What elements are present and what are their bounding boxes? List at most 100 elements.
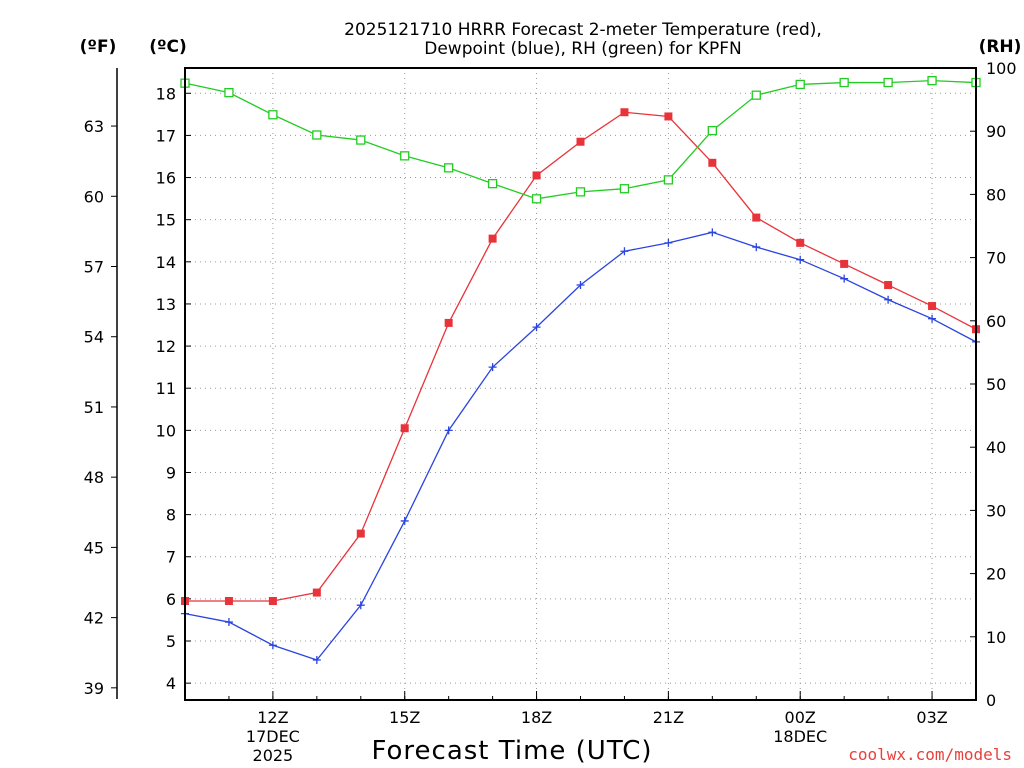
celsius-tick-label: 15 — [156, 211, 176, 230]
x-axis-label: Forecast Time (UTC) — [371, 736, 652, 766]
rh-point — [751, 90, 761, 100]
rh-tick-label: 0 — [986, 691, 996, 710]
celsius-unit-label: (ºC) — [149, 37, 187, 57]
celsius-tick-label: 14 — [156, 253, 176, 272]
rh-tick-label: 20 — [986, 565, 1006, 584]
celsius-tick-label: 10 — [156, 421, 176, 440]
fahrenheit-unit-label: (ºF) — [80, 37, 117, 57]
temperature-point — [796, 238, 805, 247]
dewpoint-point — [444, 426, 453, 435]
temperature-point — [356, 529, 365, 538]
dewpoint-point — [532, 323, 541, 332]
celsius-tick-label: 9 — [166, 463, 176, 482]
rh-tick-label: 60 — [986, 312, 1006, 331]
temperature-point — [884, 280, 893, 289]
fahrenheit-tick-label: 63 — [84, 117, 104, 136]
celsius-tick-label: 8 — [166, 506, 176, 525]
fahrenheit-tick-label: 54 — [84, 328, 104, 347]
credit-text: coolwx.com/models — [848, 745, 1012, 764]
rh-unit-label: (RH) — [979, 37, 1022, 57]
rh-point — [224, 87, 234, 98]
temperature-point — [576, 137, 585, 146]
rh-point — [444, 163, 454, 173]
chart-title-line-1: 2025121710 HRRR Forecast 2-meter Tempera… — [344, 20, 822, 40]
temperature-line — [185, 111, 977, 602]
celsius-tick-label: 18 — [156, 84, 176, 103]
celsius-tick-label: 7 — [166, 548, 176, 567]
rh-tick-label: 40 — [986, 438, 1006, 457]
axis-ticks: 4567891011121314151617183942454851545760… — [84, 59, 1017, 765]
temperature-point — [268, 596, 277, 605]
rh-tick-label: 100 — [986, 59, 1017, 78]
rh-point — [268, 110, 278, 120]
dewpoint-point — [224, 618, 233, 627]
rh-point — [663, 175, 674, 185]
rh-point — [487, 179, 498, 189]
celsius-tick-label: 17 — [156, 126, 176, 145]
rh-point — [575, 187, 586, 197]
dewpoint-point — [840, 274, 849, 283]
temperature-point — [840, 259, 849, 268]
rh-tick-label: 90 — [986, 122, 1006, 141]
date-tick-label: 18DEC — [773, 727, 827, 746]
dewpoint-point — [620, 247, 629, 256]
temperature-point — [400, 424, 409, 433]
rh-tick-label: 30 — [986, 501, 1006, 520]
dewpoint-point — [752, 243, 761, 252]
fahrenheit-tick-label: 48 — [84, 468, 104, 487]
fahrenheit-tick-label: 45 — [84, 538, 104, 557]
temperature-point — [444, 318, 453, 327]
grid-lines — [185, 68, 976, 700]
celsius-tick-label: 11 — [156, 379, 176, 398]
dewpoint-point — [884, 295, 893, 304]
rh-point — [795, 79, 805, 90]
dewpoint-point — [928, 314, 937, 323]
rh-point — [531, 194, 542, 204]
chart-title-line-2: Dewpoint (blue), RH (green) for KPFN — [424, 39, 741, 59]
plot-area-frame — [184, 67, 977, 701]
temperature-point — [708, 158, 717, 167]
fahrenheit-tick-label: 57 — [84, 257, 104, 276]
temperature-point — [224, 596, 233, 605]
rh-point — [356, 135, 366, 145]
dewpoint-point — [796, 255, 805, 264]
dewpoint-point — [488, 363, 497, 372]
dewpoint-point — [268, 641, 277, 650]
time-tick-label: 21Z — [653, 708, 684, 727]
temperature-point — [664, 112, 673, 121]
rh-point — [400, 151, 410, 161]
dewpoint-point — [708, 228, 717, 237]
rh-tick-label: 70 — [986, 249, 1006, 268]
celsius-tick-label: 4 — [166, 674, 176, 693]
rh-point — [883, 77, 893, 88]
time-tick-label: 00Z — [785, 708, 816, 727]
rh-point — [927, 75, 937, 86]
data-series — [180, 75, 981, 664]
time-tick-label: 15Z — [389, 708, 420, 727]
rh-tick-label: 50 — [986, 375, 1006, 394]
temperature-point — [620, 108, 629, 117]
time-tick-label: 03Z — [916, 708, 947, 727]
celsius-tick-label: 6 — [166, 590, 176, 609]
fahrenheit-tick-label: 39 — [84, 679, 104, 698]
celsius-tick-label: 16 — [156, 169, 176, 188]
dewpoint-point — [576, 280, 585, 289]
temperature-point — [488, 234, 497, 243]
time-tick-label: 12Z — [257, 708, 288, 727]
rh-point — [619, 184, 630, 194]
rh-tick-label: 80 — [986, 185, 1006, 204]
date-tick-label: 17DEC — [246, 727, 300, 746]
dewpoint-point — [400, 516, 409, 525]
fahrenheit-tick-label: 51 — [84, 398, 104, 417]
fahrenheit-tick-label: 60 — [84, 187, 104, 206]
rh-point — [707, 125, 717, 136]
dewpoint-point — [312, 655, 321, 664]
temperature-point — [928, 302, 937, 311]
celsius-tick-label: 12 — [156, 337, 176, 356]
time-tick-label: 18Z — [521, 708, 552, 727]
year-tick-label: 2025 — [253, 746, 294, 765]
temperature-point — [312, 588, 321, 597]
dewpoint-point — [356, 601, 365, 610]
dewpoint-point — [664, 238, 673, 247]
